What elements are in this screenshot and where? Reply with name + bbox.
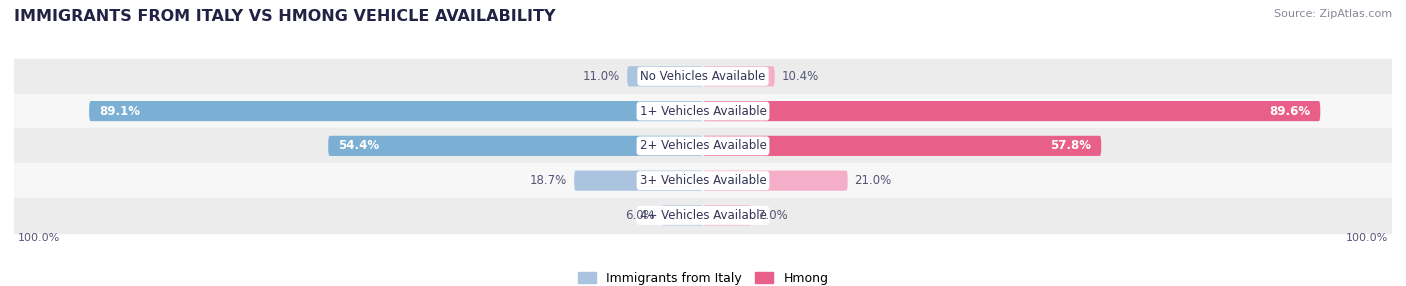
- FancyBboxPatch shape: [89, 101, 703, 121]
- FancyBboxPatch shape: [703, 170, 848, 191]
- FancyBboxPatch shape: [703, 205, 751, 225]
- Text: 21.0%: 21.0%: [855, 174, 891, 187]
- Text: No Vehicles Available: No Vehicles Available: [640, 70, 766, 83]
- Legend: Immigrants from Italy, Hmong: Immigrants from Italy, Hmong: [578, 272, 828, 285]
- FancyBboxPatch shape: [703, 136, 1101, 156]
- Text: 4+ Vehicles Available: 4+ Vehicles Available: [640, 209, 766, 222]
- Text: 2+ Vehicles Available: 2+ Vehicles Available: [640, 139, 766, 152]
- Bar: [14, 128, 1392, 163]
- Bar: [14, 59, 1392, 94]
- FancyBboxPatch shape: [574, 170, 703, 191]
- Bar: [14, 94, 1392, 128]
- Text: 57.8%: 57.8%: [1050, 139, 1091, 152]
- Text: 100.0%: 100.0%: [17, 233, 59, 243]
- Text: 10.4%: 10.4%: [782, 70, 818, 83]
- FancyBboxPatch shape: [627, 66, 703, 86]
- Text: IMMIGRANTS FROM ITALY VS HMONG VEHICLE AVAILABILITY: IMMIGRANTS FROM ITALY VS HMONG VEHICLE A…: [14, 9, 555, 23]
- Text: 6.0%: 6.0%: [626, 209, 655, 222]
- Text: 1+ Vehicles Available: 1+ Vehicles Available: [640, 105, 766, 118]
- FancyBboxPatch shape: [328, 136, 703, 156]
- FancyBboxPatch shape: [703, 101, 1320, 121]
- Text: 89.6%: 89.6%: [1268, 105, 1310, 118]
- Text: 11.0%: 11.0%: [583, 70, 620, 83]
- Bar: [14, 198, 1392, 233]
- Text: 18.7%: 18.7%: [530, 174, 567, 187]
- Text: Source: ZipAtlas.com: Source: ZipAtlas.com: [1274, 9, 1392, 19]
- Bar: [14, 163, 1392, 198]
- Text: 89.1%: 89.1%: [100, 105, 141, 118]
- FancyBboxPatch shape: [703, 66, 775, 86]
- Text: 54.4%: 54.4%: [339, 139, 380, 152]
- Text: 3+ Vehicles Available: 3+ Vehicles Available: [640, 174, 766, 187]
- Text: 7.0%: 7.0%: [758, 209, 787, 222]
- Text: 100.0%: 100.0%: [1347, 233, 1389, 243]
- FancyBboxPatch shape: [662, 205, 703, 225]
